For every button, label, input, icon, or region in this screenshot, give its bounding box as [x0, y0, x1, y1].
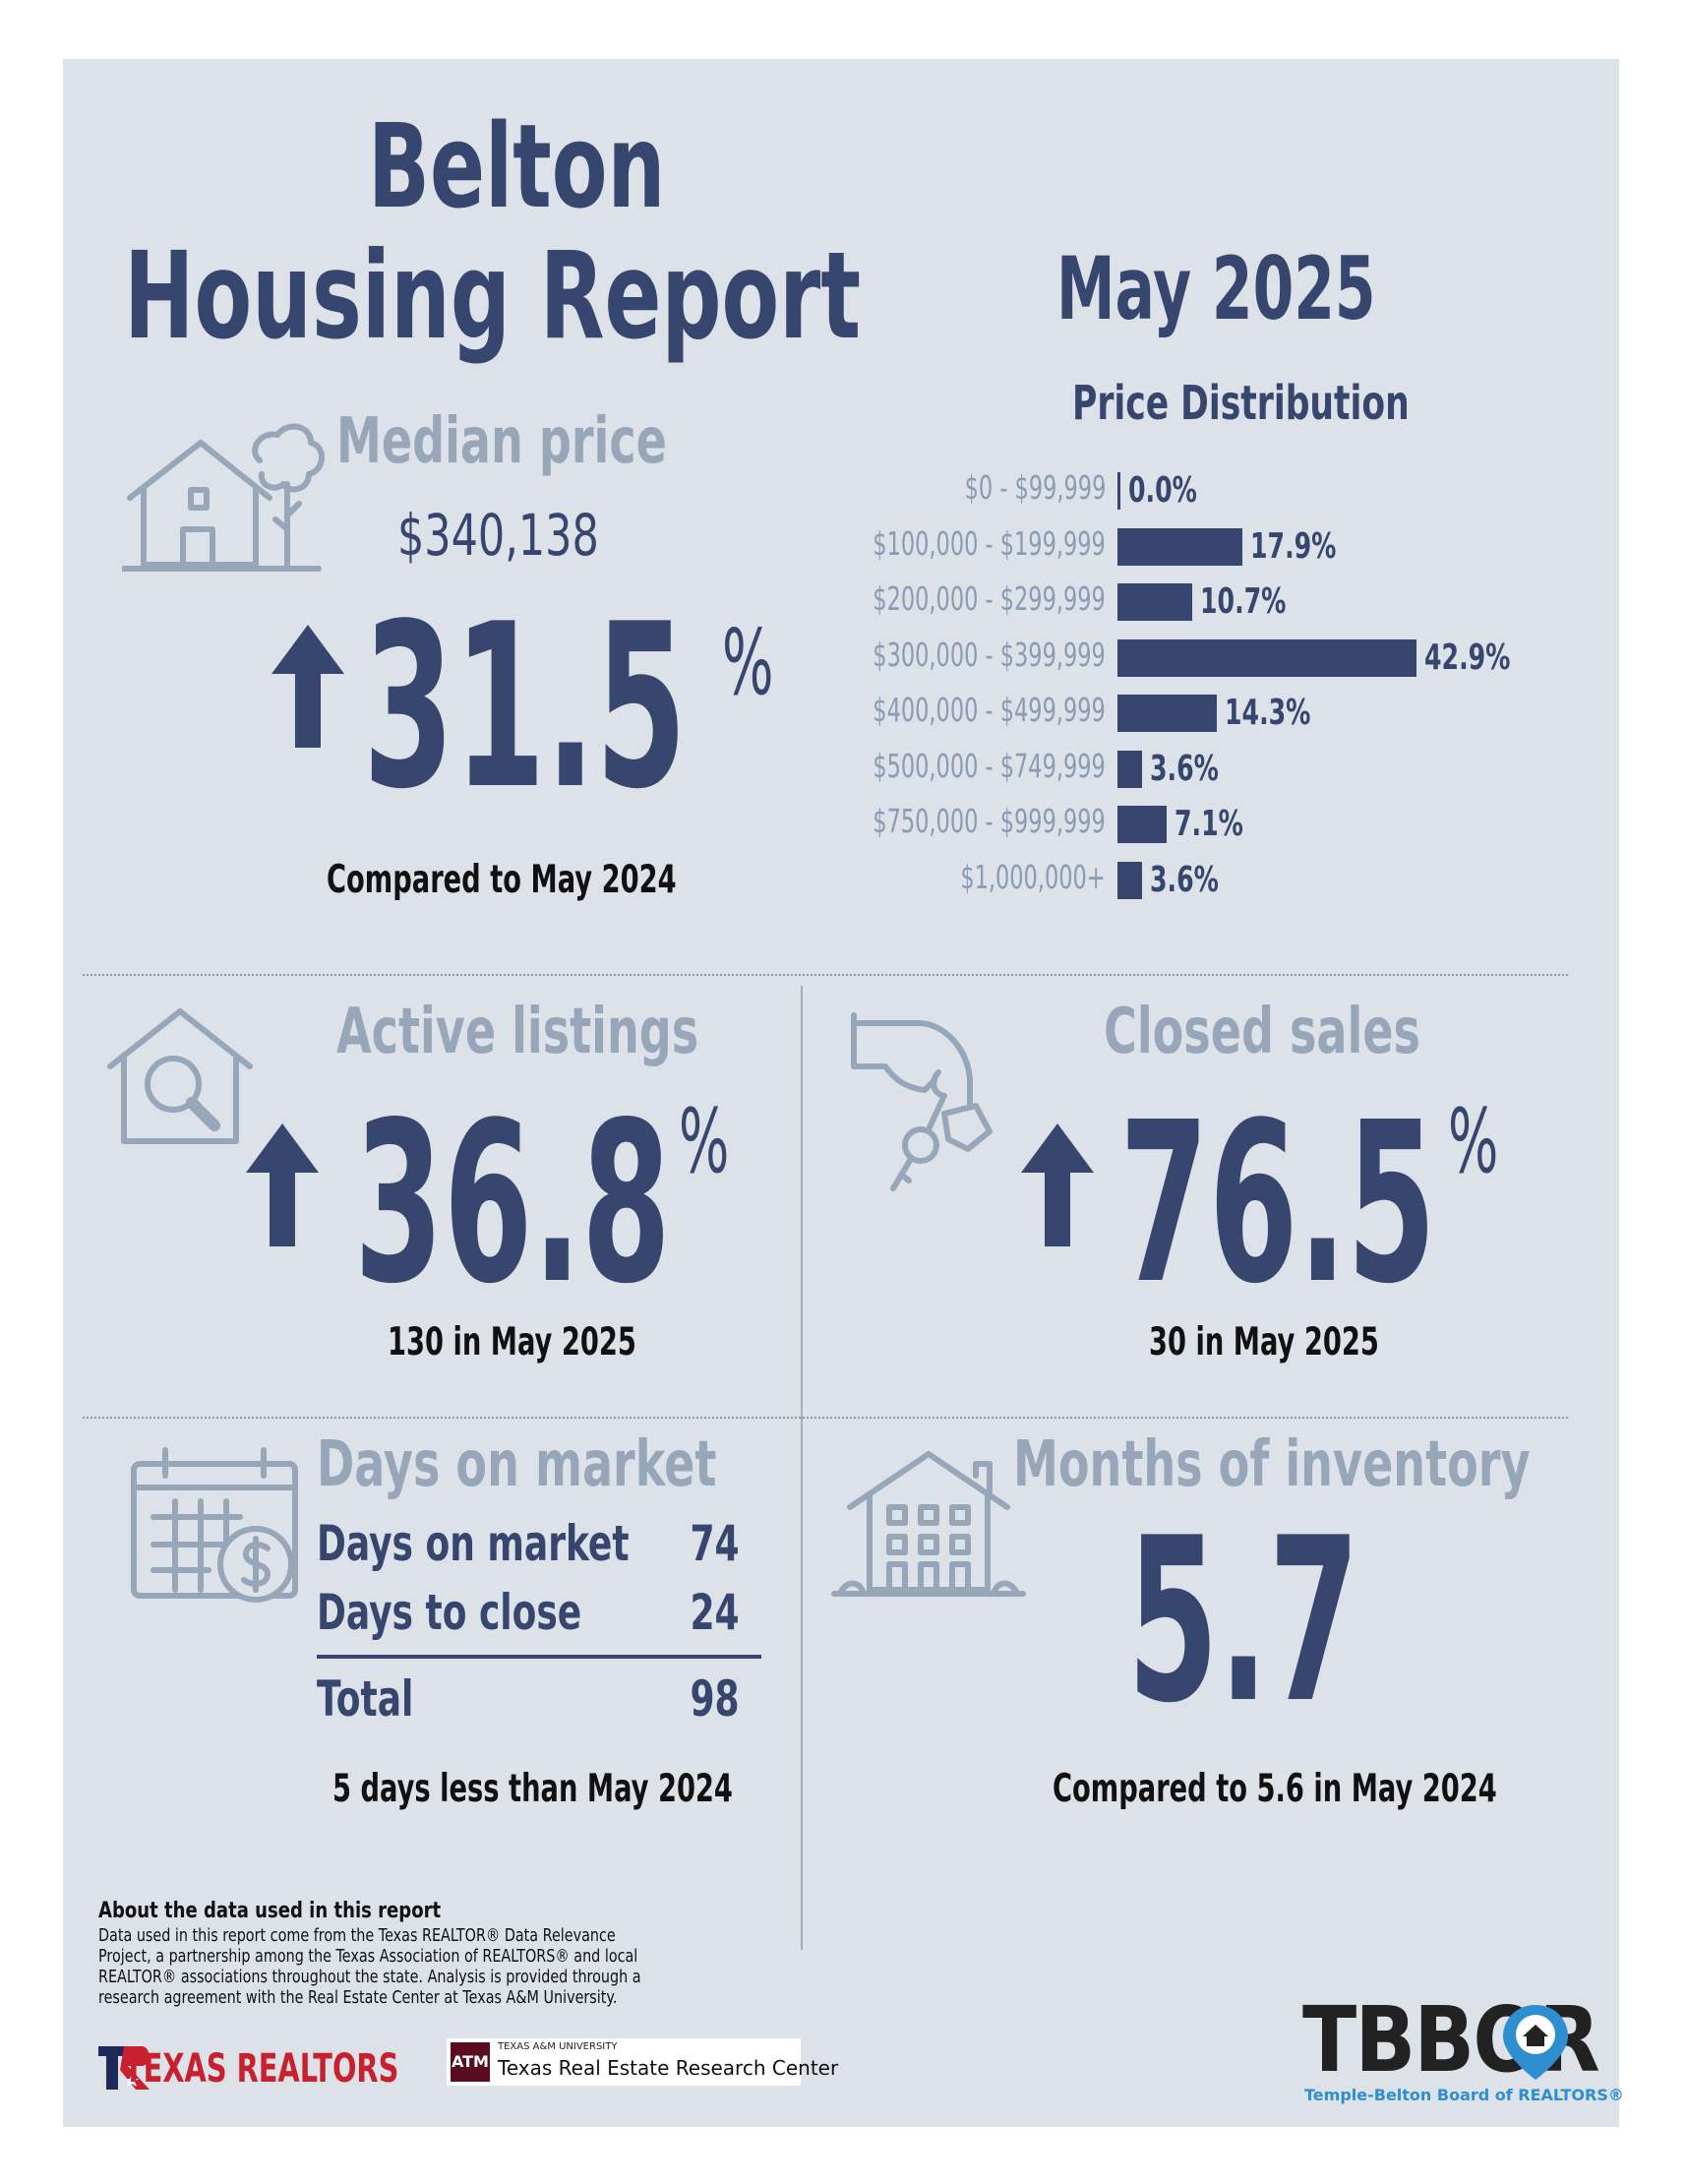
days-row-value: 24	[690, 1584, 740, 1641]
tamu-center-name: Texas Real Estate Research Center	[498, 2056, 839, 2080]
days-total-row: Total 98	[317, 1670, 740, 1729]
price-distribution-bar	[1117, 861, 1143, 899]
footer-text: Data used in this report come from the T…	[98, 1926, 641, 2008]
days-row: Days on market 74	[317, 1515, 740, 1574]
price-range-label: $300,000 - $399,999	[873, 635, 1106, 674]
hand-keys-icon	[851, 1012, 993, 1191]
median-pct-symbol: %	[722, 610, 774, 715]
tamu-research-center-logo: ATM TEXAS A&M UNIVERSITY Texas Real Esta…	[447, 2038, 838, 2086]
closed-sales-label: Closed sales	[1104, 996, 1420, 1068]
up-arrow-icon	[271, 625, 344, 748]
price-distribution-pct: 3.6%	[1150, 748, 1220, 789]
price-distribution-pct: 42.9%	[1423, 637, 1511, 678]
price-distribution-bar	[1117, 695, 1218, 732]
days-total-rule	[317, 1655, 761, 1659]
up-arrow-icon	[1021, 1123, 1094, 1246]
months-inventory-label: Months of inventory	[1013, 1428, 1531, 1501]
price-distribution-title: Price Distribution	[1072, 376, 1410, 431]
tbbor-pin-house-icon	[1503, 2005, 1568, 2080]
price-distribution-bar	[1117, 472, 1120, 510]
report-panel: Belton Housing Report May 2025 Median pr…	[63, 59, 1624, 2127]
active-listings-change: 36.8	[354, 1075, 671, 1333]
house-search-icon	[107, 1008, 253, 1144]
median-change-value: 31.5	[363, 576, 688, 839]
house-tree-icon	[122, 423, 325, 572]
price-range-label: $100,000 - $199,999	[873, 523, 1106, 563]
closed-sales-pct-symbol: %	[1448, 1090, 1499, 1193]
days-row-value: 74	[690, 1515, 740, 1572]
price-range-label: $200,000 - $299,999	[873, 579, 1106, 618]
tamu-university-text: TEXAS A&M UNIVERSITY	[498, 2041, 618, 2052]
price-range-label: $750,000 - $999,999	[873, 802, 1106, 840]
texas-realtors-logo-icon	[98, 2046, 150, 2090]
apartment-building-icon	[831, 1451, 1026, 1597]
price-distribution-bar	[1117, 806, 1168, 843]
report-title-city: Belton	[368, 98, 666, 234]
closed-sales-detail: 30 in May 2025	[1149, 1320, 1379, 1365]
closed-sales-change: 76.5	[1119, 1075, 1436, 1333]
price-distribution-pct: 14.3%	[1225, 693, 1311, 733]
days-row-label: Days on market	[317, 1515, 630, 1572]
days-row-label: Days to close	[317, 1584, 582, 1641]
days-total-label: Total	[317, 1670, 414, 1728]
price-distribution-pct: 7.1%	[1175, 804, 1244, 844]
texas-realtors-logo-text: TEXAS REALTORS	[124, 2046, 399, 2092]
price-range-label: $0 - $99,999	[964, 468, 1106, 507]
active-listings-pct-symbol: %	[679, 1090, 730, 1193]
footer-heading: About the data used in this report	[98, 1899, 442, 1923]
median-compare-text: Compared to May 2024	[327, 858, 677, 902]
price-distribution-bar	[1117, 750, 1143, 788]
price-distribution-bar	[1117, 638, 1416, 677]
days-row: Days to close 24	[317, 1584, 740, 1643]
section-divider-vertical	[801, 986, 803, 1950]
price-distribution-pct: 10.7%	[1199, 581, 1287, 622]
days-on-market-label: Days on market	[317, 1428, 717, 1501]
section-divider	[83, 1417, 1568, 1419]
days-total-value: 98	[690, 1670, 740, 1728]
section-divider	[83, 974, 1568, 976]
active-listings-label: Active listings	[336, 996, 699, 1068]
active-listings-detail: 130 in May 2025	[388, 1320, 636, 1365]
up-arrow-icon	[246, 1123, 319, 1246]
price-range-label: $1,000,000+	[960, 857, 1106, 896]
price-range-label: $400,000 - $499,999	[873, 691, 1106, 729]
calendar-money-icon	[131, 1447, 298, 1603]
price-distribution-pct: 17.9%	[1249, 525, 1337, 567]
tbbor-logo-subtitle: Temple-Belton Board of REALTORS®	[1304, 2086, 1624, 2104]
price-distribution-pct: 3.6%	[1150, 859, 1220, 900]
report-month: May 2025	[1056, 238, 1376, 339]
price-distribution-bar	[1117, 583, 1192, 621]
price-distribution-bar	[1117, 527, 1242, 566]
months-inventory-compare: Compared to 5.6 in May 2024	[1053, 1767, 1497, 1811]
days-note: 5 days less than May 2024	[332, 1767, 733, 1811]
median-price-value: $340,138	[397, 502, 599, 569]
price-distribution-pct: 0.0%	[1128, 470, 1197, 511]
tamu-mark-icon: ATM	[451, 2042, 490, 2082]
months-inventory-value: 5.7	[1127, 1490, 1360, 1753]
report-title: Housing Report	[124, 226, 862, 366]
median-price-label: Median price	[336, 405, 667, 478]
price-range-label: $500,000 - $749,999	[873, 746, 1106, 785]
